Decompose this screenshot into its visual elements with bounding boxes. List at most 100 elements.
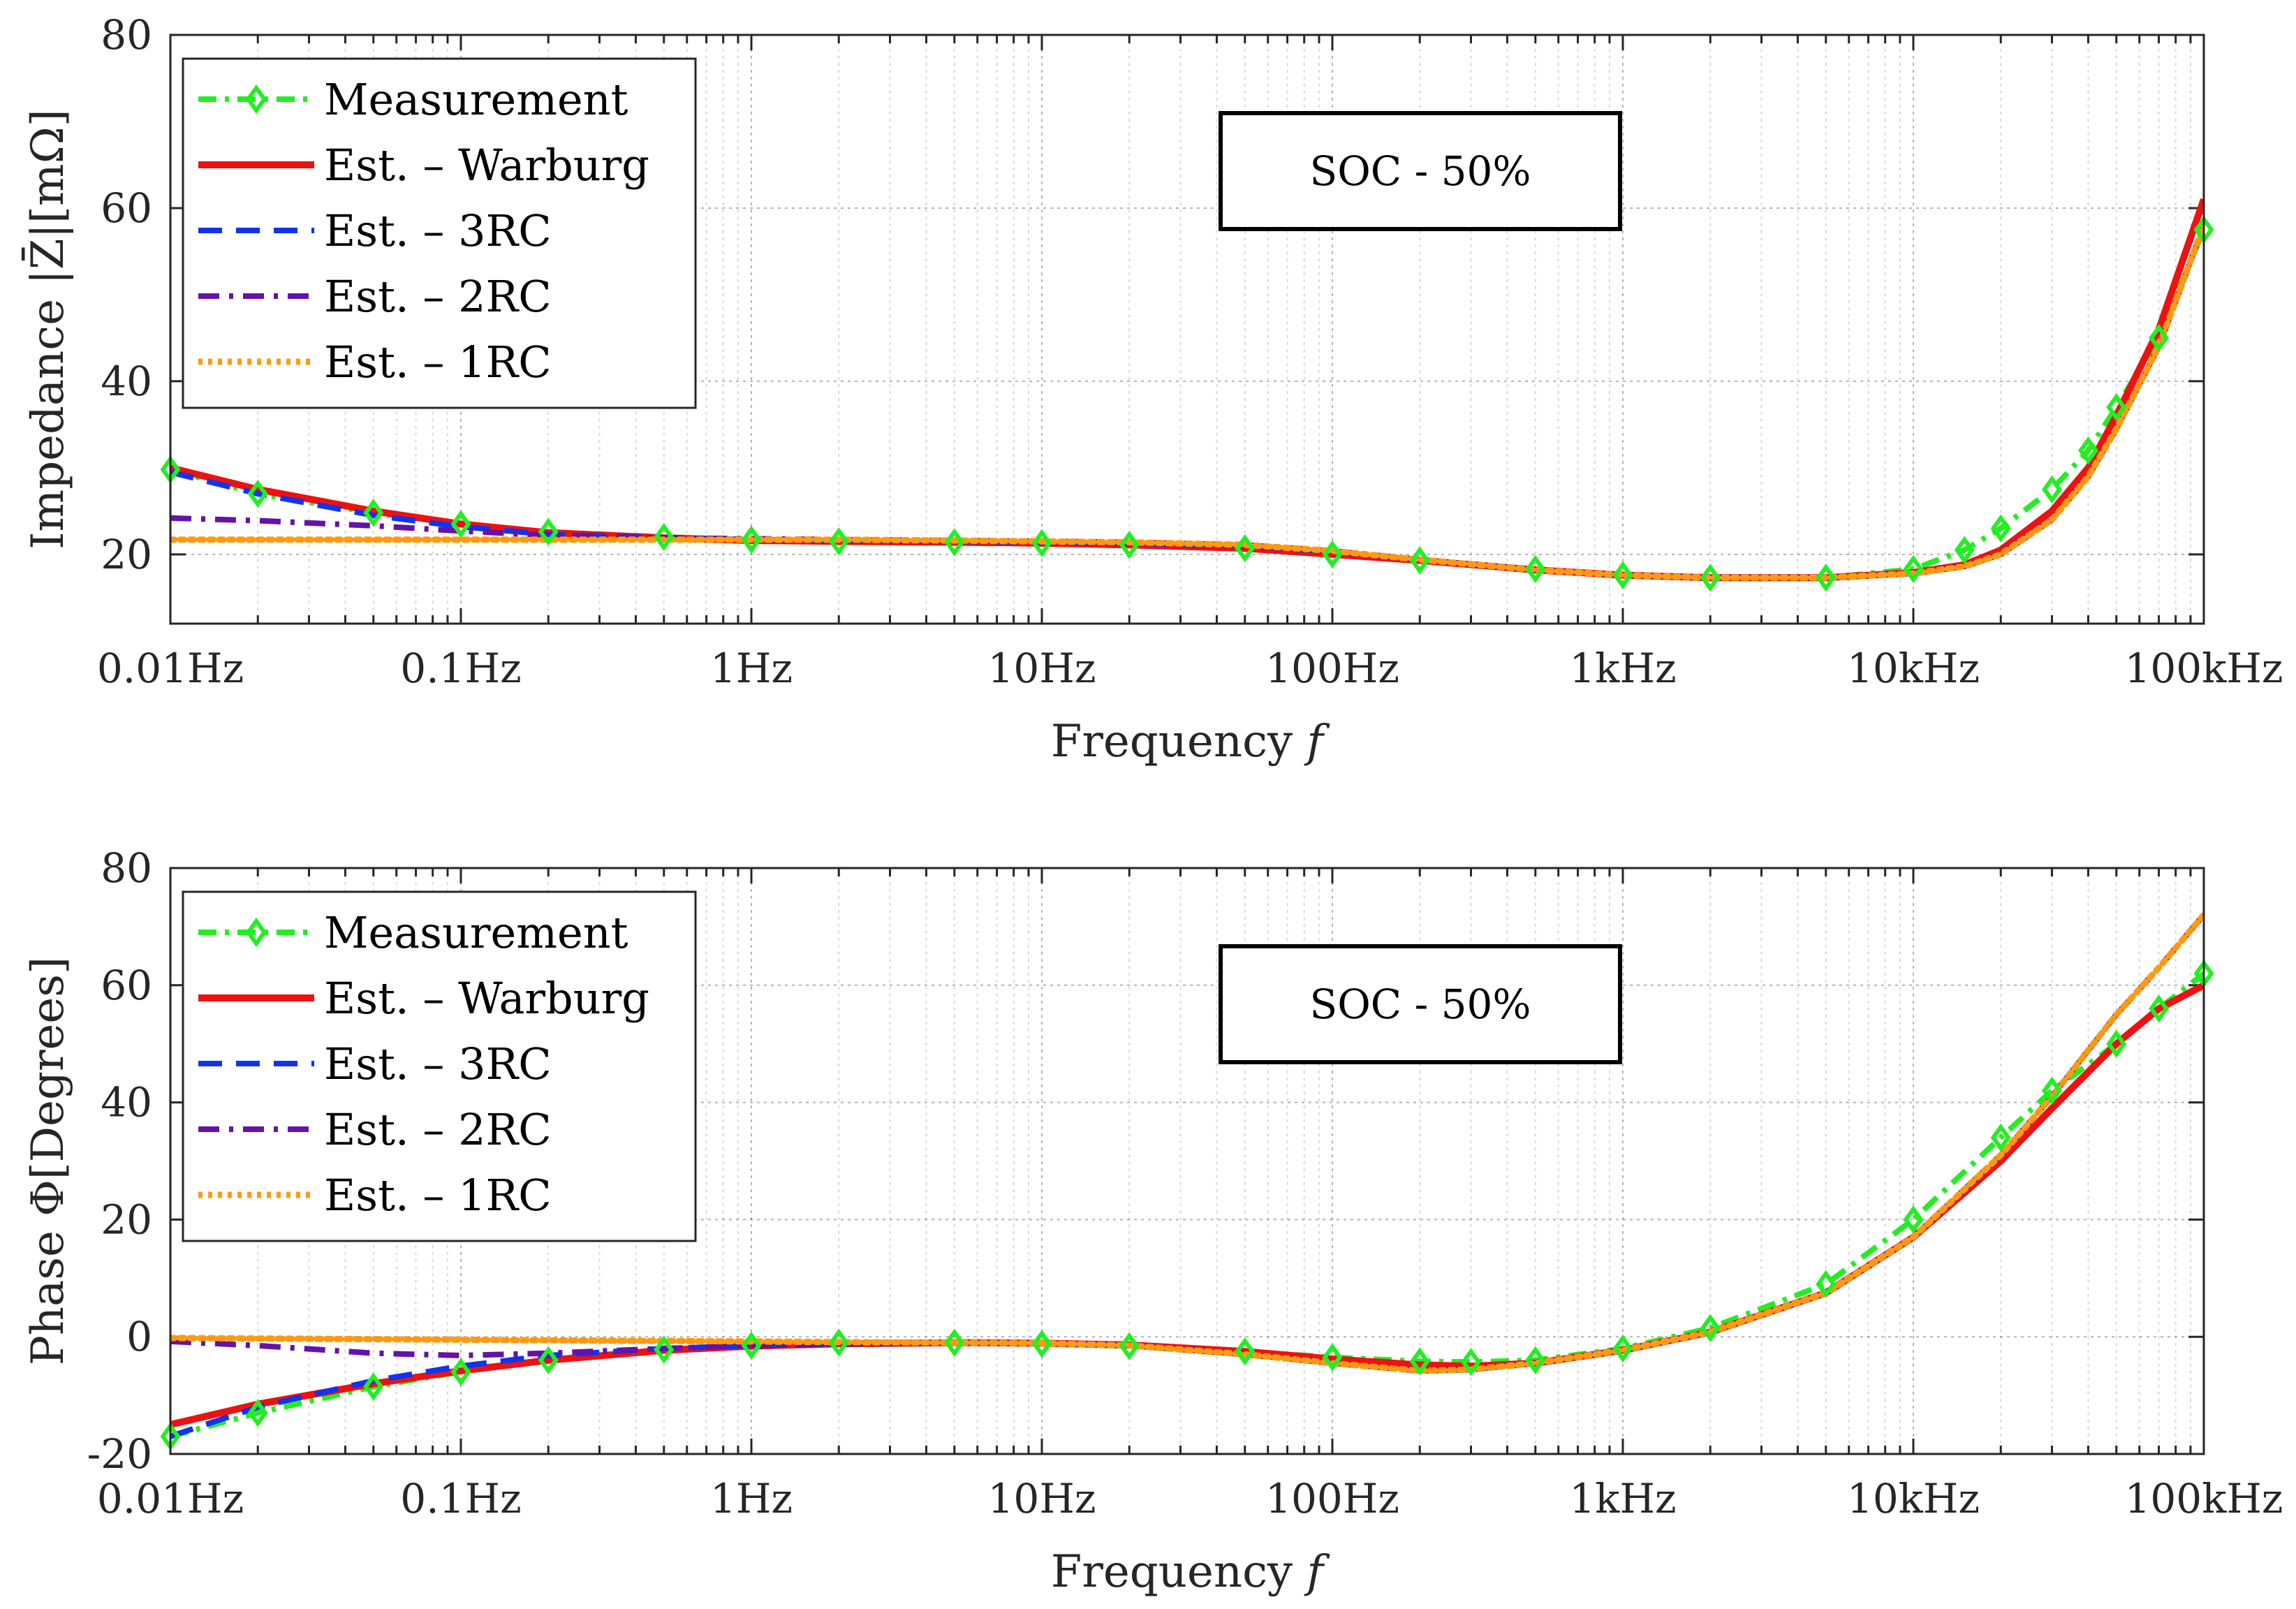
series-marker-0 [1322,540,1343,568]
x-axis-title: Frequency f [1051,716,1331,767]
series-marker-0 [1031,529,1052,557]
series-marker-0 [1409,546,1430,575]
y-tick-label: 0 [126,1313,152,1360]
annotation-text: SOC - 50% [1309,980,1531,1028]
series-marker-0 [1903,1205,1924,1234]
x-tick-label: 100kHz [2125,1475,2283,1522]
series-marker-0 [1031,1330,1052,1358]
x-axis-title-text: Frequency [1051,716,1307,767]
x-tick-label: 1kHz [1569,645,1676,692]
series-marker-0 [1700,1314,1721,1342]
series-marker-0 [2041,475,2062,504]
series-marker-0 [2077,436,2098,465]
plot-area [170,198,2204,582]
x-axis-title-text: Frequency [1051,1546,1307,1598]
series-marker-0 [363,1372,384,1401]
series-marker-0 [1816,564,1837,592]
x-tick-label: 0.1Hz [400,1475,521,1522]
series-marker-0 [2149,323,2170,353]
x-tick-label: 100Hz [1265,645,1399,692]
series-marker-0 [1525,1346,1546,1374]
series-marker-0 [828,1328,849,1357]
series-marker-0 [944,1328,965,1357]
series-marker-0 [741,1331,762,1360]
series-marker-0 [1322,1343,1343,1372]
series-marker-0 [1990,514,2011,543]
series-marker-0 [944,528,965,557]
series-marker-0 [1954,536,1975,564]
legend-label-0: Measurement [324,907,628,958]
legend-label-0: Measurement [324,74,628,125]
x-tick-label: 1Hz [710,1475,793,1522]
series-marker-0 [1460,1348,1481,1376]
legend-label-1: Est. – Warburg [324,140,649,191]
legend-marker-0 [245,917,267,948]
series-line-4 [170,911,2204,1374]
series-line-0 [170,971,2204,1439]
legend-box [182,57,697,409]
panel-impedance: 0.01Hz 0.1Hz 1Hz 10Hz 100Hz 1kHz 10kHz 100kHz 20… [21,11,2283,767]
legend-label-2: Est. – 3RC [324,1038,552,1089]
x-tick-label: 10kHz [1847,645,1980,692]
x-tick-label: 1kHz [1569,1475,1676,1522]
x-axis-title: Frequency f [1051,1546,1331,1598]
y-tick-label: 40 [101,358,152,405]
series-line-4 [170,222,2204,581]
series-line-1 [170,982,2204,1428]
series-marker-0 [1119,1332,1140,1360]
series-marker-0 [363,499,384,527]
x-tick-label: 0.01Hz [97,1475,244,1522]
series-marker-0 [1990,1123,2011,1152]
series-marker-0 [2041,1076,2062,1105]
y-tick-label: 60 [101,184,152,232]
series-marker-0 [538,1346,559,1374]
x-tick-label: 0.01Hz [97,645,244,692]
legend-label-3: Est. – 2RC [324,271,552,322]
legend-label-4: Est. – 1RC [324,1170,552,1221]
y-axis-title: Phase Φ[Degrees] [22,957,74,1365]
y-tick-label: 80 [101,844,152,892]
series-marker-0 [1612,1334,1633,1363]
y-tick-label: 20 [101,1196,152,1243]
annotation-box [1219,111,1622,231]
y-tick-label: 20 [101,531,152,578]
x-tick-label: 100kHz [2125,645,2283,692]
panel-phase: 0.01Hz 0.1Hz 1Hz 10Hz 100Hz 1kHz 10kHz 100kHz -2… [22,844,2283,1598]
series-marker-0 [1903,554,1924,584]
x-tick-label: 0.1Hz [400,645,521,692]
x-tick-label: 1Hz [710,645,793,692]
series-marker-0 [828,527,849,556]
legend-label-1: Est. – Warburg [324,973,649,1024]
annotation-box [1219,944,1622,1064]
axes-box [169,34,2205,625]
series-marker-0 [450,510,471,538]
series-marker-0 [1700,564,1721,592]
legend-label-2: Est. – 3RC [324,205,552,256]
legend-label-3: Est. – 2RC [324,1104,552,1155]
plot-area [170,911,2204,1439]
axes-box [169,867,2205,1455]
series-marker-0 [741,525,762,554]
y-tick-label: 80 [101,11,152,59]
legend-label-4: Est. – 1RC [324,337,552,388]
series-marker-0 [654,522,675,552]
series-marker-0 [247,479,268,508]
series-marker-0 [2106,1029,2127,1058]
x-tick-label: 10Hz [988,1475,1096,1522]
x-tick-label: 10Hz [988,645,1096,692]
series-marker-0 [1525,554,1546,584]
legend-marker-0 [245,84,267,115]
y-tick-label: -20 [87,1430,152,1478]
series-marker-0 [2149,994,2170,1023]
series-marker-0 [2106,392,2127,422]
legend-box [182,890,697,1242]
x-tick-label: 100Hz [1265,1475,1399,1522]
y-axis-title: Impedance |Z̄|[mΩ] [21,109,74,550]
series-marker-0 [247,1399,268,1427]
series-marker-0 [654,1335,675,1364]
series-marker-0 [1119,531,1140,559]
series-marker-0 [1612,561,1633,589]
y-tick-label: 40 [101,1079,152,1126]
annotation-text: SOC - 50% [1309,147,1531,195]
